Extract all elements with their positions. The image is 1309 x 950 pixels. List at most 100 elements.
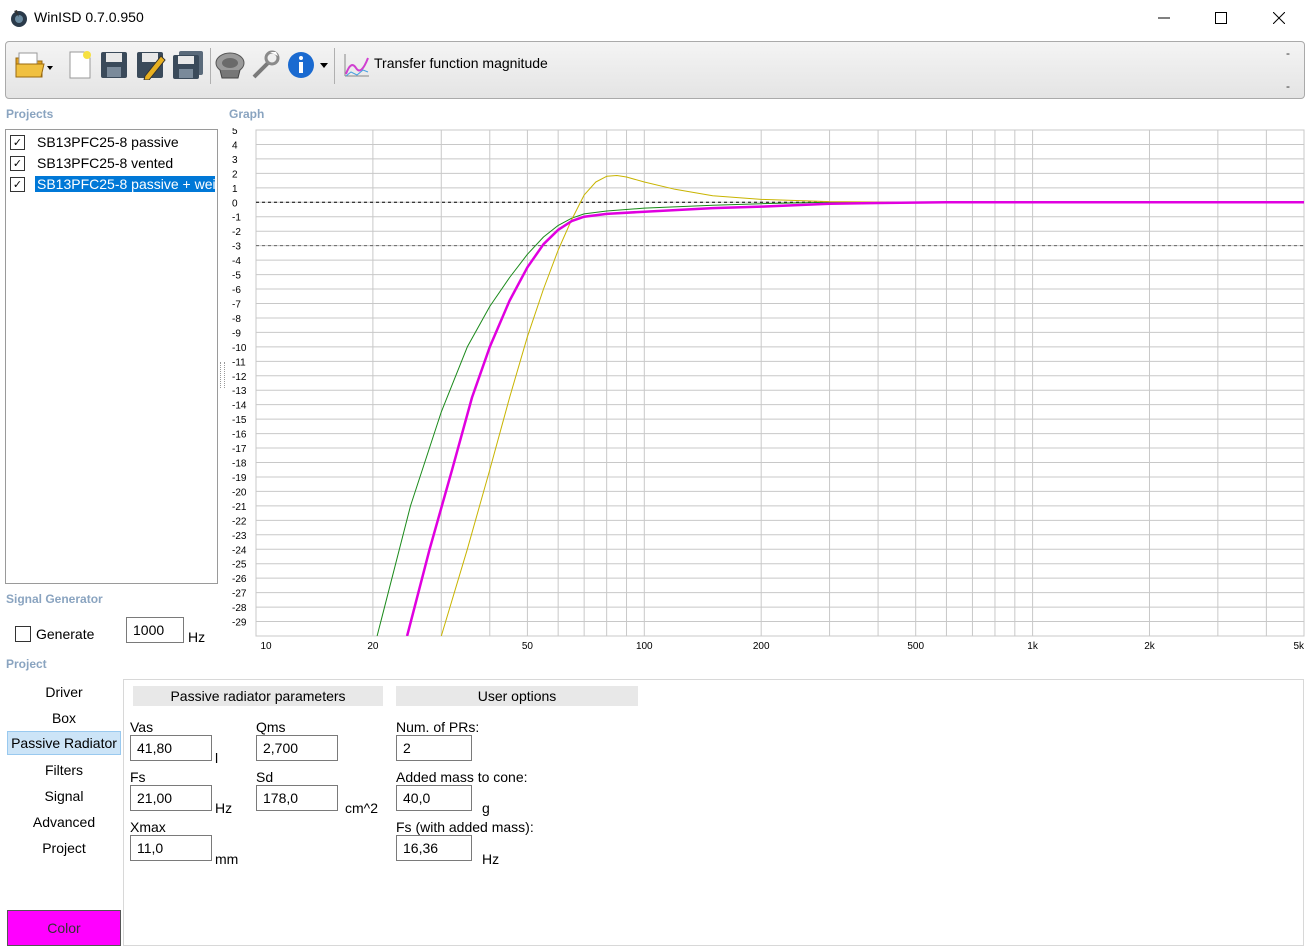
sd-input[interactable] (256, 785, 338, 811)
save-as-icon (137, 52, 166, 80)
added-mass-input[interactable] (396, 785, 472, 811)
x-tick-label: 5k (1293, 641, 1305, 652)
y-tick-label: -21 (232, 502, 247, 513)
nav-driver[interactable]: Driver (45, 684, 83, 700)
y-tick-label: -14 (232, 401, 247, 412)
driver-speaker-icon (215, 52, 245, 79)
project-group-label: Project (6, 657, 47, 671)
y-tick-label: -19 (232, 473, 247, 484)
y-tick-label: 0 (232, 198, 238, 209)
vas-label: Vas (130, 719, 154, 735)
y-tick-label: -5 (232, 271, 241, 282)
fs-input[interactable] (130, 785, 212, 811)
transfer-function-graph[interactable]: 543210-1-2-3-4-5-6-7-8-9-10-11-12-13-14-… (226, 128, 1306, 654)
open-project-button[interactable] (14, 48, 54, 82)
nav-box[interactable]: Box (51, 710, 77, 726)
frequency-unit: Hz (188, 629, 206, 645)
nav-passive-radiator[interactable]: Passive Radiator (7, 731, 121, 755)
save-button[interactable] (98, 48, 130, 82)
project-item-selected[interactable]: ✓ SB13PFC25-8 passive + wei (10, 174, 215, 194)
y-tick-label: -9 (232, 328, 241, 339)
info-button[interactable] (286, 48, 332, 82)
y-tick-label: -12 (232, 372, 247, 383)
maximize-button[interactable] (1192, 0, 1250, 36)
y-tick-label: 2 (232, 169, 238, 180)
x-tick-label: 100 (636, 641, 653, 652)
y-tick-label: -13 (232, 386, 247, 397)
open-folder-icon (15, 52, 53, 78)
graph-select-icon (344, 54, 369, 77)
y-tick-label: -11 (232, 357, 246, 368)
toolbar-overflow-top[interactable]: - (1286, 46, 1290, 60)
num-prs-label: Num. of PRs: (396, 719, 480, 735)
nav-project[interactable]: Project (42, 840, 86, 856)
project-item[interactable]: ✓ SB13PFC25-8 vented (10, 153, 215, 173)
project-label: SB13PFC25-8 vented (37, 155, 174, 171)
project-item[interactable]: ✓ SB13PFC25-8 passive (10, 132, 215, 152)
y-tick-label: -18 (232, 459, 247, 470)
x-tick-label: 200 (753, 641, 770, 652)
project-checkbox[interactable]: ✓ (10, 134, 25, 150)
y-tick-label: -28 (232, 603, 247, 614)
sd-label: Sd (256, 769, 274, 785)
user-options-header: User options (396, 686, 638, 706)
y-tick-label: 5 (232, 128, 238, 137)
vas-input[interactable] (130, 735, 212, 761)
close-button[interactable] (1250, 0, 1308, 36)
y-tick-label: -23 (232, 531, 247, 542)
tools-wrench-icon (252, 50, 280, 79)
project-label: SB13PFC25-8 passive (37, 134, 179, 150)
tools-button[interactable] (249, 48, 283, 82)
minimize-button[interactable] (1135, 0, 1193, 36)
x-tick-label: 10 (260, 641, 272, 652)
x-tick-label: 20 (367, 641, 379, 652)
fs-added-label: Fs (with added mass): (396, 819, 534, 835)
y-tick-label: -26 (232, 574, 247, 585)
nav-signal[interactable]: Signal (44, 788, 84, 804)
generate-checkbox-row[interactable]: Generate (15, 626, 94, 642)
num-prs-input[interactable] (396, 735, 472, 761)
minimize-icon (1158, 17, 1170, 19)
y-tick-label: -2 (232, 227, 241, 238)
frequency-input[interactable] (126, 617, 184, 643)
graph-type-button[interactable] (339, 48, 373, 82)
toolbar-overflow-bottom[interactable]: - (1286, 79, 1290, 93)
save-all-button[interactable] (170, 48, 206, 82)
y-tick-label: -17 (232, 444, 247, 455)
y-tick-label: -29 (232, 618, 247, 629)
graph-type-label[interactable]: Transfer function magnitude (374, 55, 548, 71)
y-tick-label: -3 (232, 242, 241, 253)
passive-radiator-panel (123, 679, 1304, 946)
qms-input[interactable] (256, 735, 338, 761)
y-tick-label: -8 (232, 314, 241, 325)
toolbar-separator (210, 48, 211, 84)
title-bar: WinISD 0.7.0.950 (0, 0, 1309, 36)
toolbar: - - (5, 41, 1305, 99)
info-icon (288, 52, 328, 78)
new-project-icon (69, 51, 91, 79)
y-tick-label: -16 (232, 430, 247, 441)
nav-filters[interactable]: Filters (44, 762, 84, 778)
driver-editor-button[interactable] (213, 48, 247, 82)
xmax-label: Xmax (130, 819, 166, 835)
xmax-unit: mm (215, 851, 239, 867)
x-tick-label: 1k (1027, 641, 1039, 652)
y-tick-label: -7 (232, 299, 241, 310)
y-tick-label: -27 (232, 589, 247, 600)
x-tick-label: 500 (907, 641, 924, 652)
y-tick-label: 3 (232, 155, 238, 166)
generate-checkbox[interactable] (15, 626, 31, 642)
splitter-grip[interactable] (220, 362, 225, 388)
fs-added-input[interactable] (396, 835, 472, 861)
y-tick-label: 1 (232, 184, 238, 195)
sd-unit: cm^2 (345, 800, 379, 816)
y-tick-label: -22 (232, 516, 247, 527)
nav-advanced[interactable]: Advanced (32, 814, 96, 830)
project-checkbox[interactable]: ✓ (10, 176, 25, 192)
color-button[interactable]: Color (7, 910, 121, 946)
new-project-button[interactable] (64, 48, 94, 82)
project-checkbox[interactable]: ✓ (10, 155, 25, 171)
save-as-button[interactable] (134, 48, 168, 82)
projects-group-label: Projects (6, 107, 54, 121)
xmax-input[interactable] (130, 835, 212, 861)
